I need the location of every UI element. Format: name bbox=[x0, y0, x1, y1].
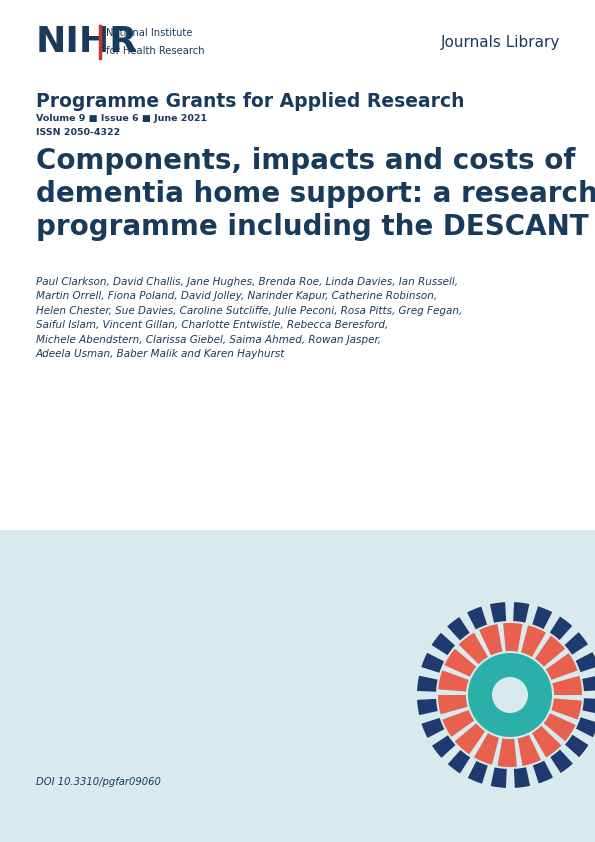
Wedge shape bbox=[417, 675, 437, 692]
Wedge shape bbox=[552, 699, 582, 720]
Wedge shape bbox=[479, 624, 502, 655]
Wedge shape bbox=[459, 632, 488, 664]
Text: Components, impacts and costs of
dementia home support: a research
programme inc: Components, impacts and costs of dementi… bbox=[36, 147, 595, 241]
Wedge shape bbox=[565, 735, 588, 757]
Text: NIHR: NIHR bbox=[36, 25, 138, 59]
Wedge shape bbox=[439, 670, 469, 691]
Wedge shape bbox=[417, 699, 438, 715]
Wedge shape bbox=[455, 723, 485, 754]
Circle shape bbox=[468, 653, 552, 737]
Text: Journals Library: Journals Library bbox=[441, 35, 560, 50]
Text: Programme Grants for Applied Research: Programme Grants for Applied Research bbox=[36, 92, 465, 111]
Wedge shape bbox=[550, 616, 572, 640]
Wedge shape bbox=[575, 652, 595, 672]
Text: DOI 10.3310/pgfar09060: DOI 10.3310/pgfar09060 bbox=[36, 777, 161, 787]
Wedge shape bbox=[474, 733, 499, 765]
Wedge shape bbox=[491, 767, 507, 788]
Text: Volume 9 ■ Issue 6 ■ June 2021: Volume 9 ■ Issue 6 ■ June 2021 bbox=[36, 114, 207, 123]
Wedge shape bbox=[535, 636, 565, 667]
Wedge shape bbox=[552, 676, 582, 695]
Wedge shape bbox=[513, 602, 530, 622]
Text: Paul Clarkson, David Challis, Jane Hughes, Brenda Roe, Linda Davies, Ian Russell: Paul Clarkson, David Challis, Jane Hughe… bbox=[36, 277, 462, 359]
Wedge shape bbox=[583, 698, 595, 714]
Wedge shape bbox=[421, 718, 444, 738]
Wedge shape bbox=[421, 653, 444, 673]
Wedge shape bbox=[497, 738, 517, 767]
Wedge shape bbox=[533, 760, 553, 783]
Wedge shape bbox=[576, 717, 595, 738]
Circle shape bbox=[492, 677, 528, 713]
Wedge shape bbox=[467, 606, 487, 629]
Wedge shape bbox=[444, 648, 476, 677]
Wedge shape bbox=[448, 750, 470, 774]
Wedge shape bbox=[533, 606, 552, 629]
Wedge shape bbox=[565, 632, 588, 655]
Wedge shape bbox=[442, 710, 474, 737]
Wedge shape bbox=[532, 726, 561, 757]
Wedge shape bbox=[521, 626, 546, 657]
Text: National Institute: National Institute bbox=[106, 28, 192, 38]
Wedge shape bbox=[432, 735, 455, 758]
Wedge shape bbox=[468, 761, 488, 784]
Text: ISSN 2050-4322: ISSN 2050-4322 bbox=[36, 128, 120, 137]
Wedge shape bbox=[583, 675, 595, 691]
Wedge shape bbox=[514, 767, 530, 788]
Wedge shape bbox=[544, 713, 575, 741]
Wedge shape bbox=[518, 735, 541, 766]
Wedge shape bbox=[447, 617, 469, 641]
Wedge shape bbox=[490, 602, 506, 623]
Wedge shape bbox=[503, 623, 522, 652]
Wedge shape bbox=[431, 633, 455, 655]
Text: for Health Research: for Health Research bbox=[106, 46, 205, 56]
Wedge shape bbox=[550, 749, 573, 773]
Wedge shape bbox=[438, 695, 468, 714]
Bar bbox=[0, 530, 595, 842]
Wedge shape bbox=[546, 653, 578, 680]
